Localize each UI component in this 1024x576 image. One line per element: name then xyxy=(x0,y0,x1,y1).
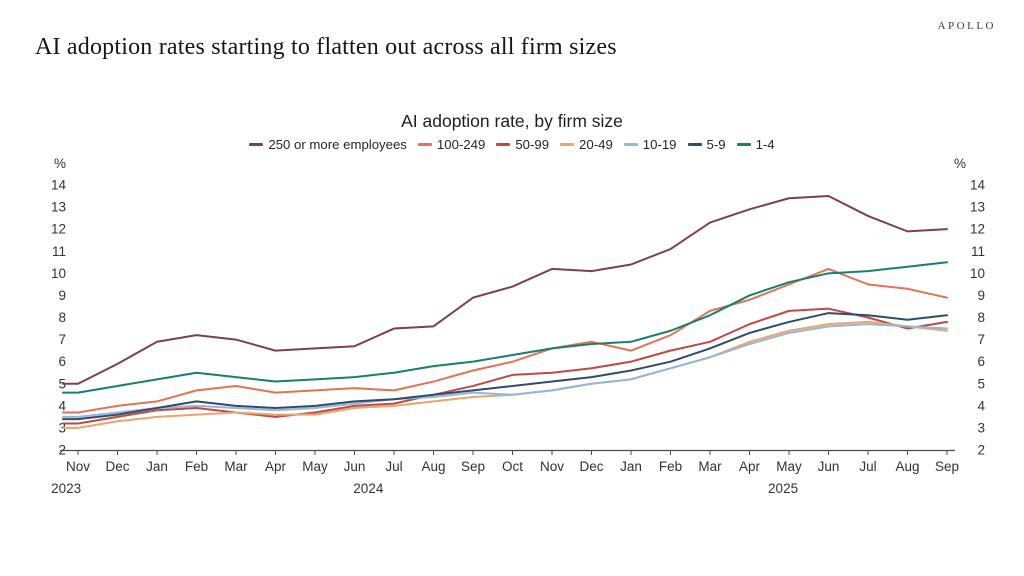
y-axis-label-right: 6 xyxy=(977,354,985,369)
y-axis-label-right: 12 xyxy=(970,222,985,237)
legend-swatch xyxy=(496,143,511,146)
legend-label: 1-4 xyxy=(755,137,775,152)
y-axis-label-right: 11 xyxy=(971,244,985,259)
y-axis-label-right: 10 xyxy=(970,266,985,281)
y-axis-label-left: 7 xyxy=(58,332,66,347)
x-axis-label: Apr xyxy=(265,459,287,474)
x-axis-year-label: 2025 xyxy=(768,481,798,496)
series-line-10-19 xyxy=(62,323,948,418)
x-axis-label: Dec xyxy=(579,459,603,474)
series-line-20-49 xyxy=(62,320,948,429)
y-axis-label-right: 5 xyxy=(977,376,985,391)
x-axis-label: May xyxy=(302,459,328,474)
y-axis-label-right: 14 xyxy=(970,178,986,193)
x-axis-label: Jun xyxy=(344,459,366,474)
y-axis-unit-right: % xyxy=(954,156,966,171)
series-line-250-or-more-employees xyxy=(62,195,948,385)
x-axis-label: Jan xyxy=(146,459,168,474)
y-axis-label-right: 8 xyxy=(977,310,985,325)
y-axis-label-right: 7 xyxy=(977,332,985,347)
y-axis-unit-left: % xyxy=(54,156,66,171)
y-axis-label-left: 11 xyxy=(52,244,66,259)
y-axis-label-left: 13 xyxy=(51,200,66,215)
x-axis-label: Oct xyxy=(502,459,523,474)
y-axis-label-left: 8 xyxy=(58,310,66,325)
series-line-50-99 xyxy=(62,307,948,425)
x-axis-label: Jun xyxy=(818,459,840,474)
page-title: AI adoption rates starting to flatten ou… xyxy=(35,34,617,60)
legend-label: 20-49 xyxy=(579,137,613,152)
legend-swatch xyxy=(736,143,751,146)
legend-label: 10-19 xyxy=(642,137,677,152)
y-axis-label-left: 6 xyxy=(58,354,66,369)
chart-title: AI adoption rate, by firm size xyxy=(401,111,623,131)
x-axis-label: Nov xyxy=(540,459,564,474)
legend-swatch xyxy=(560,143,575,146)
y-axis-label-right: 13 xyxy=(970,200,985,215)
x-axis-label: Apr xyxy=(739,459,761,474)
y-axis-label-left: 2 xyxy=(58,443,66,458)
x-axis-label: Feb xyxy=(659,459,682,474)
x-axis-label: Aug xyxy=(895,459,919,474)
y-axis-label-right: 4 xyxy=(977,398,985,413)
apollo-logo: APOLLO xyxy=(937,20,996,32)
legend-swatch xyxy=(417,143,432,146)
x-axis-label: Mar xyxy=(698,459,722,474)
y-axis-label-right: 9 xyxy=(977,288,985,303)
legend-swatch xyxy=(623,143,638,146)
legend-swatch xyxy=(249,143,264,146)
y-axis-label-left: 9 xyxy=(58,288,66,303)
legend-label: 50-99 xyxy=(515,137,550,152)
x-axis-label: May xyxy=(776,459,802,474)
legend-label: 100-249 xyxy=(436,137,486,152)
x-axis-label: Jan xyxy=(620,459,642,474)
legend-swatch xyxy=(687,143,702,146)
x-axis-year-label: 2023 xyxy=(51,481,81,496)
y-axis-label-left: 12 xyxy=(51,222,66,237)
x-axis-label: Aug xyxy=(421,459,445,474)
legend-item: 5-9 xyxy=(687,137,726,152)
legend-label: 250 or more employees xyxy=(268,137,407,152)
y-axis-label-right: 2 xyxy=(977,443,985,458)
legend-item: 250 or more employees xyxy=(249,137,407,152)
x-axis-label: Mar xyxy=(224,459,248,474)
series-line-5-9 xyxy=(62,312,948,421)
legend-item: 50-99 xyxy=(496,137,549,152)
legend-item: 20-49 xyxy=(560,137,613,152)
y-axis-label-left: 4 xyxy=(58,398,66,413)
x-axis-label: Jul xyxy=(385,459,402,474)
x-axis-label: Sep xyxy=(461,459,485,474)
chart-legend: 250 or more employees 100-249 50-99 20-49 10… xyxy=(0,137,1024,152)
series-line-1-4 xyxy=(62,261,948,394)
y-axis-label-left: 10 xyxy=(51,266,66,281)
series-line-100-249 xyxy=(62,267,948,414)
x-axis-label: Dec xyxy=(105,459,129,474)
y-axis-label-right: 3 xyxy=(977,420,985,435)
legend-item: 100-249 xyxy=(417,137,486,152)
x-axis-label: Nov xyxy=(66,459,90,474)
x-axis-year-label: 2024 xyxy=(353,481,384,496)
y-axis-label-left: 14 xyxy=(51,178,67,193)
legend-label: 5-9 xyxy=(706,137,726,152)
legend-item: 1-4 xyxy=(736,137,775,152)
x-axis-label: Feb xyxy=(185,459,208,474)
legend-item: 10-19 xyxy=(623,137,677,152)
x-axis-label: Jul xyxy=(859,459,876,474)
x-axis-label: Sep xyxy=(935,459,959,474)
